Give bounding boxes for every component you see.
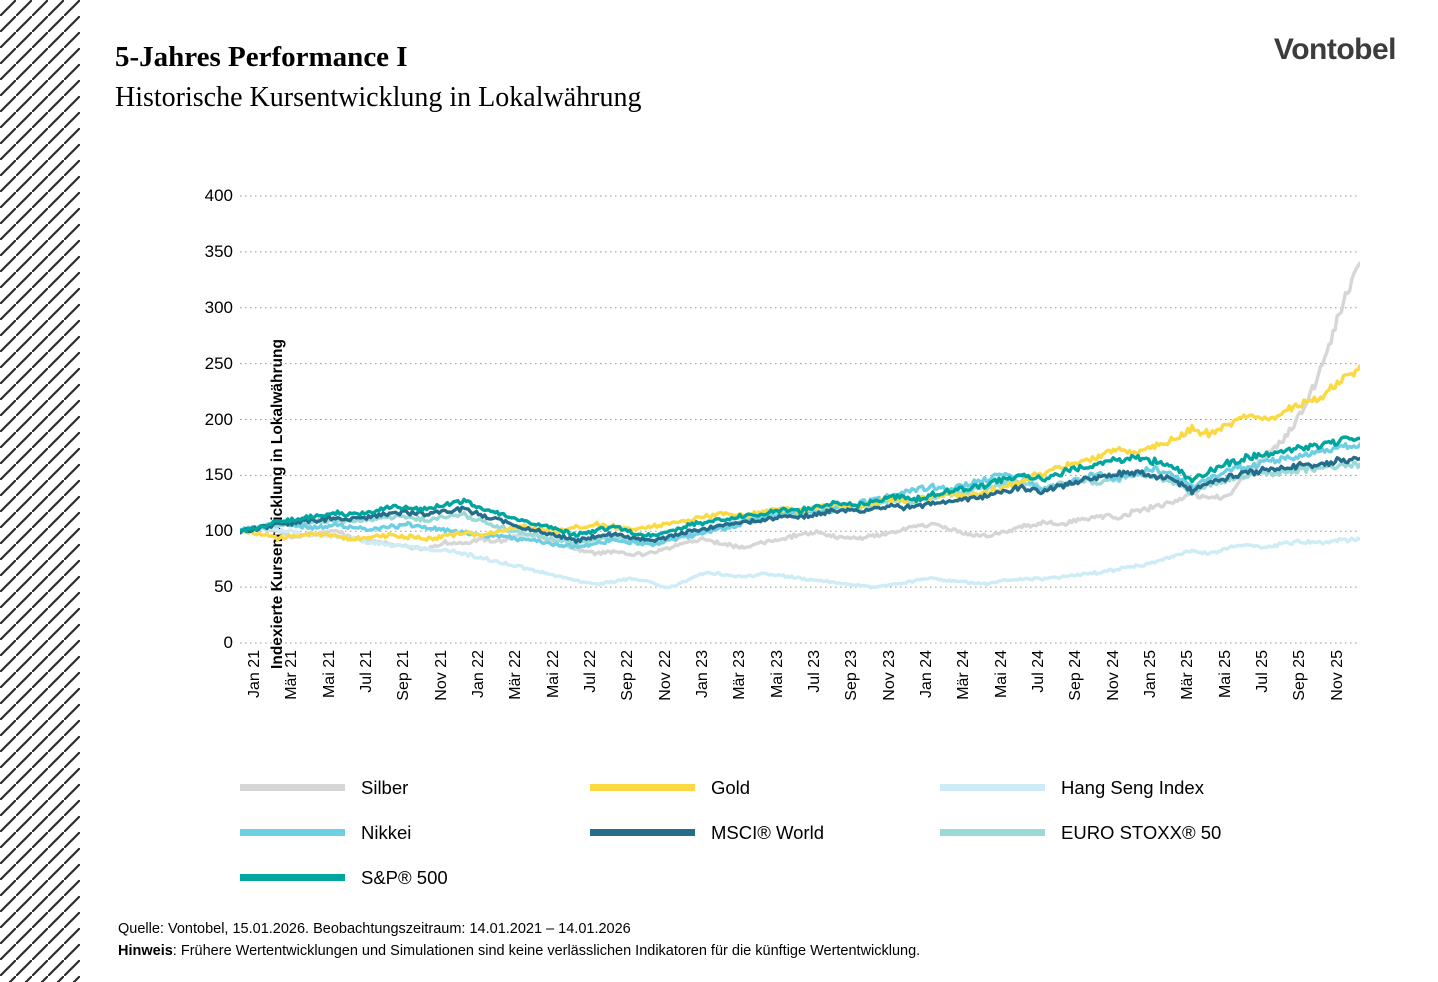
- x-tick-label: Nov 23: [880, 650, 898, 701]
- legend-item[interactable]: Hang Seng Index: [940, 765, 1290, 810]
- legend-label: Gold: [711, 776, 751, 798]
- y-tick-label: 300: [204, 297, 233, 317]
- x-tick-label: Mai 25: [1216, 650, 1234, 699]
- x-tick-label: Jan 21: [246, 650, 263, 699]
- x-tick-label: Mär 23: [731, 650, 749, 700]
- footer-note-label: Hinweis: [118, 943, 173, 960]
- y-axis-ticks: 0 50 100 150 200 250 300 350 400: [178, 186, 233, 656]
- x-tick-label: Sep 23: [843, 650, 861, 701]
- footer-notes: Quelle: Vontobel, 15.01.2026. Beobachtun…: [118, 918, 920, 963]
- x-tick-label: Mär 22: [507, 650, 525, 700]
- legend-color-swatch: [590, 784, 695, 791]
- chart-series-line: [240, 455, 1360, 544]
- y-tick-label: 400: [204, 186, 233, 205]
- legend-item[interactable]: MSCI® World: [590, 810, 940, 855]
- legend-label: MSCI® World: [711, 821, 824, 843]
- chart-series-line: [240, 441, 1360, 550]
- x-tick-label: Sep 22: [619, 650, 637, 701]
- legend-color-swatch: [240, 874, 345, 881]
- x-tick-label: Jan 23: [694, 650, 711, 699]
- y-tick-label: 100: [204, 521, 233, 541]
- x-tick-label: Nov 25: [1328, 650, 1346, 701]
- y-tick-label: 250: [204, 353, 233, 373]
- y-tick-label: 150: [204, 465, 233, 485]
- footer-source-line: Quelle: Vontobel, 15.01.2026. Beobachtun…: [118, 921, 631, 937]
- chart-plot-area: [240, 195, 1360, 644]
- x-tick-label: Jan 22: [470, 650, 487, 699]
- legend-label: Nikkei: [361, 821, 412, 843]
- legend-label: Silber: [361, 776, 409, 798]
- legend-label: S&P® 500: [361, 866, 448, 888]
- legend-item[interactable]: Gold: [590, 765, 940, 810]
- y-tick-label: 200: [204, 409, 233, 429]
- legend-row: S&P® 500: [240, 855, 1400, 900]
- legend-color-swatch: [240, 829, 345, 836]
- legend-row: Nikkei MSCI® World EURO STOXX® 50: [240, 810, 1400, 855]
- footer-note-text: Frühere Wertentwicklungen und Simulation…: [176, 943, 921, 960]
- legend-item[interactable]: Nikkei: [240, 810, 590, 855]
- footer-note-separator: :: [172, 943, 177, 960]
- chart-series-line: [240, 524, 1360, 590]
- footer-note-line: Hinweis: Frühere Wertentwicklungen und S…: [118, 940, 920, 962]
- x-tick-label: Mär 21: [283, 650, 301, 700]
- x-tick-label: Mai 21: [320, 650, 338, 699]
- vontobel-logo: Vontobel: [1273, 33, 1397, 66]
- legend-row: Silber Gold Hang Seng Index: [240, 765, 1400, 810]
- y-tick-label: 0: [223, 633, 233, 652]
- page-title: 5-Jahres Performance I: [115, 41, 408, 73]
- legend-color-swatch: [940, 784, 1045, 791]
- legend-label: Hang Seng Index: [1061, 776, 1204, 798]
- legend-item[interactable]: EURO STOXX® 50: [940, 810, 1290, 855]
- x-tick-label: Mai 24: [992, 650, 1010, 699]
- chart-series-line: [240, 460, 1360, 547]
- legend-color-swatch: [590, 829, 695, 836]
- x-tick-label: Nov 24: [1104, 650, 1122, 701]
- y-tick-label: 50: [214, 577, 233, 597]
- legend-item[interactable]: S&P® 500: [240, 855, 590, 900]
- x-tick-label: Mär 24: [955, 650, 973, 700]
- decorative-hatch-pattern: [0, 0, 80, 982]
- y-tick-label: 350: [204, 241, 233, 261]
- x-tick-label: Mär 25: [1179, 650, 1197, 700]
- x-tick-label: Nov 22: [656, 650, 674, 701]
- x-tick-label: Mai 23: [768, 650, 786, 699]
- chart-series-line: [240, 435, 1360, 538]
- x-tick-label: Jul 23: [806, 650, 823, 693]
- legend-label: EURO STOXX® 50: [1061, 821, 1222, 843]
- x-tick-label: Mai 22: [544, 650, 562, 699]
- legend-color-swatch: [240, 784, 345, 791]
- x-tick-label: Jan 25: [1142, 650, 1159, 699]
- x-tick-label: Jul 25: [1254, 650, 1271, 693]
- legend-color-swatch: [940, 829, 1045, 836]
- x-tick-label: Sep 25: [1291, 650, 1309, 701]
- page-subtitle: Historische Kursentwicklung in Lokalwähr…: [115, 82, 642, 113]
- x-tick-label: Sep 21: [395, 650, 413, 701]
- chart-legend: Silber Gold Hang Seng Index Nikkei MSCI® Wor…: [240, 765, 1400, 900]
- legend-item[interactable]: Silber: [240, 765, 590, 810]
- x-axis-ticks: Jan 21 Mär 21 Mai 21 Jul 21 Sep 21 Nov 21 Jan …: [240, 650, 1360, 740]
- x-tick-label: Jan 24: [918, 650, 935, 699]
- x-tick-label: Sep 24: [1067, 650, 1085, 701]
- x-tick-label: Jul 21: [358, 650, 375, 693]
- x-tick-label: Jul 22: [582, 650, 599, 693]
- x-tick-label: Nov 21: [432, 650, 450, 701]
- x-tick-label: Jul 24: [1030, 650, 1047, 693]
